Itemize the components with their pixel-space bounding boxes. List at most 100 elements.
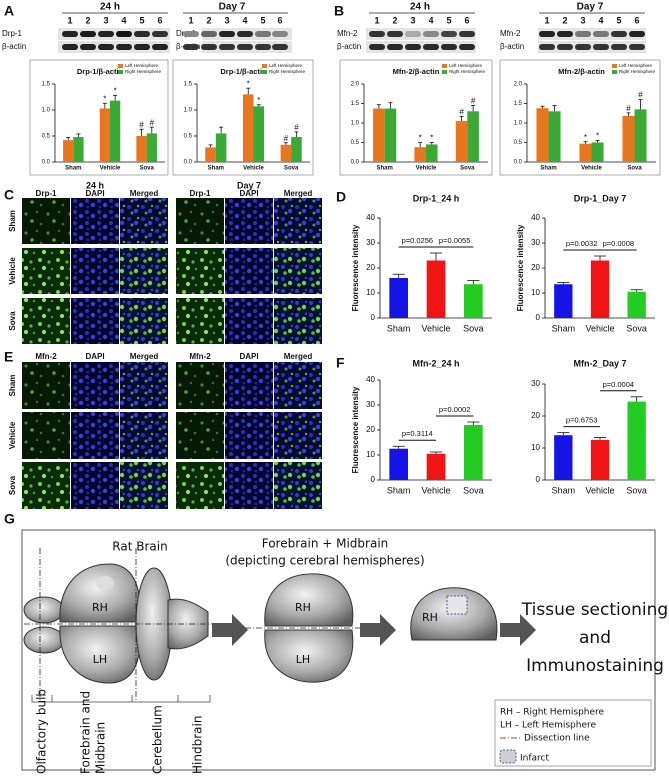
chart-frame bbox=[29, 59, 169, 176]
column-header: Merged bbox=[284, 189, 313, 198]
hemisphere-label: RH bbox=[295, 601, 311, 614]
chart-title: Mfn-2/β-actin bbox=[558, 67, 605, 76]
blot-band bbox=[575, 31, 591, 37]
label: Rat Brain bbox=[112, 540, 167, 554]
legend-label: Right Hemisphere bbox=[269, 69, 306, 74]
blot-band bbox=[255, 44, 271, 50]
bar bbox=[389, 448, 408, 480]
y-tick-label: 0 bbox=[371, 313, 376, 322]
y-tick-label: 1.5 bbox=[514, 101, 523, 107]
blot-band bbox=[62, 44, 78, 50]
micrograph bbox=[71, 362, 119, 409]
blot-band bbox=[116, 31, 132, 37]
chart-frame bbox=[339, 59, 493, 176]
blot-band bbox=[441, 31, 457, 37]
micrograph bbox=[176, 248, 224, 294]
column-header: DAPI bbox=[239, 352, 258, 361]
blot-time: 24 h bbox=[100, 2, 120, 13]
lane-number: 3 bbox=[580, 15, 585, 25]
micrograph bbox=[274, 248, 322, 294]
micrograph bbox=[176, 198, 224, 244]
blot-row-label: β-actin bbox=[2, 42, 26, 51]
significance-marker: # bbox=[459, 107, 464, 116]
legend-text: RH – Right Hemisphere bbox=[500, 708, 605, 718]
blot-band bbox=[369, 31, 385, 37]
y-tick-label: 10 bbox=[531, 443, 540, 452]
lane-number: 6 bbox=[277, 15, 282, 25]
column-header: Merged bbox=[130, 352, 159, 361]
significance-marker: * bbox=[257, 96, 260, 105]
row-label: Vehicle bbox=[8, 421, 17, 449]
micrograph bbox=[225, 198, 273, 244]
x-tick-label: Vehicle bbox=[585, 323, 614, 333]
blot-band bbox=[183, 44, 199, 50]
significance-marker: * bbox=[596, 132, 599, 141]
blot-band bbox=[387, 31, 403, 37]
bar bbox=[591, 142, 604, 162]
y-axis-label: Fluorescence intensity bbox=[516, 224, 525, 311]
x-tick-label: Sham bbox=[208, 166, 224, 172]
legend-label: Left Hemisphere bbox=[449, 63, 483, 68]
legend-infarct bbox=[499, 749, 517, 764]
lane-number: 5 bbox=[446, 15, 451, 25]
micrograph bbox=[225, 298, 273, 344]
blot-band bbox=[219, 44, 235, 50]
blot-band bbox=[557, 44, 573, 50]
micrograph bbox=[176, 362, 224, 409]
hemisphere-label: LH bbox=[296, 653, 310, 666]
blot-row-label: Mfn-2 bbox=[500, 29, 521, 38]
micrograph bbox=[120, 362, 168, 409]
blot-band bbox=[134, 31, 150, 37]
lane-number: 4 bbox=[428, 15, 433, 25]
micrograph bbox=[71, 462, 119, 509]
chart-title: Drp-1/β-actin bbox=[77, 67, 124, 76]
column-header: Mfn-2 bbox=[35, 352, 57, 361]
legend-swatch bbox=[612, 64, 617, 68]
label: and bbox=[579, 628, 611, 648]
chart-frame bbox=[172, 59, 314, 176]
significance-marker: # bbox=[284, 134, 289, 143]
y-tick-label: 1.5 bbox=[42, 82, 51, 88]
chart-title: Drp-1_Day 7 bbox=[574, 193, 627, 203]
lane-number: 2 bbox=[392, 15, 397, 25]
x-tick-label: Vehicle bbox=[243, 166, 264, 172]
y-tick-label: 20 bbox=[531, 411, 540, 420]
significance-marker: * bbox=[103, 94, 106, 103]
region-label: Forebrain and bbox=[79, 691, 93, 774]
blot-band bbox=[237, 44, 253, 50]
y-tick-label: 40 bbox=[366, 375, 375, 384]
y-axis-label: Fluorescence intensity bbox=[351, 224, 360, 311]
legend-label: Left Hemisphere bbox=[125, 63, 159, 68]
x-tick-label: Sova bbox=[460, 166, 475, 172]
region-label: Olfactory bulb bbox=[35, 689, 49, 774]
bar bbox=[215, 133, 227, 162]
legend-label: Right Hemisphere bbox=[619, 69, 656, 74]
micrograph bbox=[120, 462, 168, 509]
micrograph bbox=[22, 362, 70, 409]
y-tick-label: 30 bbox=[366, 400, 375, 409]
lane-number: 4 bbox=[242, 15, 247, 25]
micrograph bbox=[274, 412, 322, 459]
micrograph bbox=[22, 462, 70, 509]
hindbrain bbox=[167, 598, 209, 650]
bar bbox=[590, 260, 610, 318]
legend-swatch bbox=[612, 70, 617, 74]
micrograph bbox=[71, 198, 119, 244]
micrograph bbox=[120, 248, 168, 294]
blot-band bbox=[593, 31, 609, 37]
arrow bbox=[360, 614, 396, 646]
p-value: p=0.6753 bbox=[566, 416, 598, 425]
blot-band bbox=[116, 44, 132, 50]
legend-label: Right Hemisphere bbox=[449, 69, 486, 74]
blot-band bbox=[272, 44, 288, 50]
label: Forebrain + Midbrain bbox=[262, 537, 389, 551]
p-value: p=0.0032 bbox=[566, 239, 598, 248]
micrograph bbox=[225, 362, 273, 409]
significance-marker: * bbox=[419, 134, 422, 143]
bar bbox=[253, 106, 265, 162]
infarct bbox=[446, 595, 468, 615]
micrograph bbox=[225, 412, 273, 459]
significance-marker: # bbox=[471, 97, 476, 106]
panel-letter: F bbox=[336, 355, 345, 371]
bar bbox=[242, 94, 254, 162]
